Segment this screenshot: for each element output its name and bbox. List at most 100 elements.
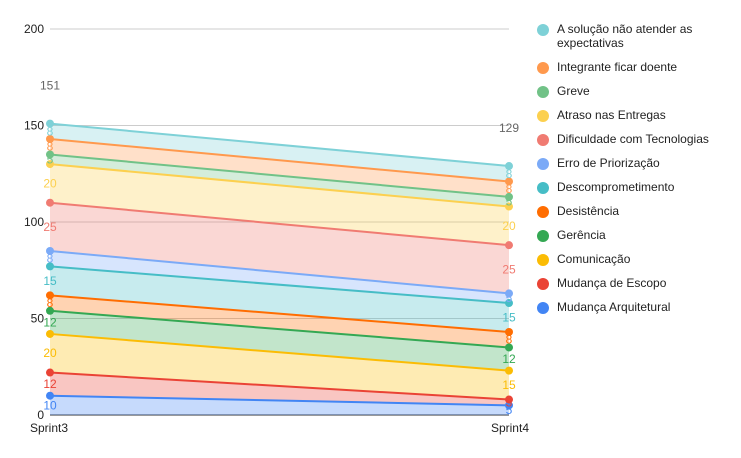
legend-label: Descomprometimento [557, 180, 675, 194]
area-band [50, 333, 509, 400]
legend-swatch [537, 62, 549, 74]
data-point [505, 328, 513, 337]
legend-swatch [537, 230, 549, 242]
legend-swatch [537, 182, 549, 194]
legend-item[interactable]: Atraso nas Entregas [537, 108, 737, 132]
series-line [49, 122, 510, 168]
data-point [46, 119, 54, 128]
data-point [46, 135, 54, 144]
series-line [49, 394, 510, 407]
legend-item[interactable]: Dificuldade com Tecnologias [537, 132, 737, 156]
data-point [505, 202, 513, 211]
legend-swatch [537, 278, 549, 290]
area-band [50, 395, 509, 415]
legend-label: A solução não atender as expectativas [557, 22, 693, 50]
legend-item[interactable]: Mudança de Escopo [537, 276, 737, 300]
data-point [46, 150, 54, 159]
legend-item[interactable]: Descomprometimento [537, 180, 737, 204]
data-point [505, 192, 513, 201]
area-band [50, 164, 509, 246]
data-label: 5 [506, 403, 513, 417]
series-line [49, 332, 510, 372]
legend-label: Erro de Priorização [557, 156, 660, 170]
legend-item[interactable]: Mudança Arquitetural [537, 300, 737, 324]
y-tick-label: 200 [24, 22, 44, 36]
data-point [46, 291, 54, 300]
series-line [49, 249, 510, 295]
legend-item[interactable]: Desistência [537, 204, 737, 228]
total-label: 129 [499, 121, 519, 135]
series-line [49, 163, 510, 208]
series-line [49, 201, 510, 247]
legend-label: Gerência [557, 228, 606, 242]
x-tick-label: Sprint4 [491, 421, 529, 435]
data-point [505, 395, 513, 404]
data-label: 20 [43, 176, 57, 190]
data-label: 12 [43, 315, 57, 329]
data-label: 8 [506, 182, 513, 196]
series-line [49, 265, 510, 305]
data-point [46, 198, 54, 207]
area-band [50, 266, 509, 333]
x-tick-label: Sprint3 [30, 421, 68, 435]
legend-label: Atraso nas Entregas [557, 108, 666, 122]
data-point [46, 246, 54, 255]
data-point [46, 391, 54, 400]
data-label: 15 [502, 378, 516, 392]
total-label: 151 [40, 79, 60, 93]
y-tick-label: 100 [24, 215, 44, 229]
legend-swatch [537, 134, 549, 146]
data-label: 20 [502, 219, 516, 233]
chart-legend: A solução não atender as expectativas In… [537, 22, 737, 324]
data-label: 20 [43, 346, 57, 360]
data-point [505, 289, 513, 298]
data-label: 3 [506, 395, 513, 409]
legend-label: Greve [557, 84, 590, 98]
legend-swatch [537, 110, 549, 122]
legend-item[interactable]: Erro de Priorização [537, 156, 737, 180]
legend-label: Integrante ficar doente [557, 60, 678, 74]
area-band [50, 295, 509, 348]
data-point [46, 329, 54, 338]
legend-swatch [537, 158, 549, 170]
data-point [46, 160, 54, 169]
legend-swatch [537, 254, 549, 266]
series-line [49, 371, 510, 401]
data-point [505, 366, 513, 375]
data-point [505, 162, 513, 171]
series-line [49, 294, 510, 334]
legend-item[interactable]: Gerência [537, 228, 737, 252]
series-line [49, 309, 510, 349]
data-label: 8 [506, 167, 513, 181]
data-label: 8 [47, 252, 54, 266]
y-tick-label: 50 [31, 312, 45, 326]
legend-item[interactable]: Comunicação [537, 252, 737, 276]
legend-item[interactable]: Greve [537, 84, 737, 108]
data-point [505, 299, 513, 308]
series-line [49, 153, 510, 198]
area-band [50, 202, 509, 294]
data-point [505, 343, 513, 352]
data-label: 5 [47, 152, 54, 166]
area-band [50, 310, 509, 371]
data-label: 5 [506, 291, 513, 305]
data-label: 8 [47, 140, 54, 154]
area-band [50, 139, 509, 197]
legend-item[interactable]: Integrante ficar doente [537, 60, 737, 84]
data-label: 15 [502, 311, 516, 325]
legend-label: Desistência [557, 204, 620, 218]
legend-swatch [537, 302, 549, 314]
series-line [49, 138, 510, 183]
area-band [50, 154, 509, 207]
area-band [50, 123, 509, 182]
data-point [505, 241, 513, 250]
data-point [505, 401, 513, 410]
y-tick-label: 0 [37, 408, 44, 422]
data-label: 5 [506, 195, 513, 209]
legend-label: Mudança Arquitetural [557, 300, 671, 314]
legend-item[interactable]: A solução não atender as expectativas [537, 22, 737, 60]
legend-swatch [537, 24, 549, 36]
data-label: 12 [43, 377, 57, 391]
legend-swatch [537, 206, 549, 218]
